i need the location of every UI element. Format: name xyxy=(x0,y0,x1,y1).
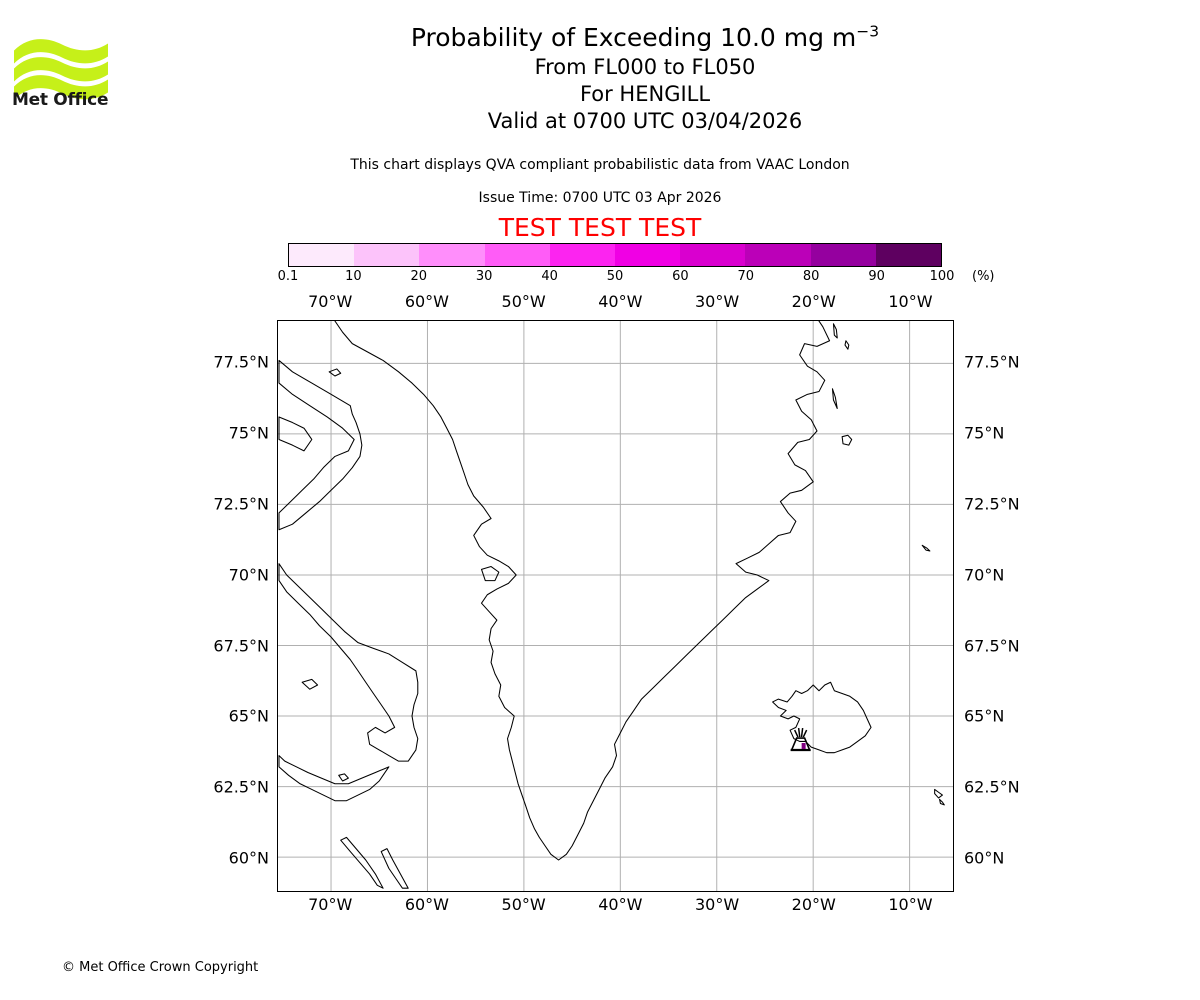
lat-label-right-72.5°N: 72.5°N xyxy=(964,494,1020,514)
chart-note: This chart displays QVA compliant probab… xyxy=(350,157,850,173)
volcano-plume-ray-0 xyxy=(793,729,799,738)
volcano-cone-icon xyxy=(790,737,811,751)
lon-label-top-60°W: 60°W xyxy=(404,292,449,311)
colorbar-tick-40: 40 xyxy=(541,269,558,284)
coastline-ellesmere xyxy=(278,359,363,531)
colorbar-tick-50: 50 xyxy=(606,269,624,284)
met-office-logo-text: Met Office xyxy=(12,90,109,110)
lat-label-right-77.5°N: 77.5°N xyxy=(964,352,1020,372)
colorbar-tick-90: 90 xyxy=(868,269,885,284)
lat-label-left-67.5°N: 67.5°N xyxy=(213,636,269,656)
colorbar-band-7 xyxy=(745,244,811,266)
colorbar-tick-60: 60 xyxy=(672,269,689,284)
volcano-plume-ray-1 xyxy=(797,727,801,738)
colorbar-tick-80: 80 xyxy=(802,269,820,284)
lon-label-top-10°W: 10°W xyxy=(888,292,933,311)
lat-label-right-62.5°N: 62.5°N xyxy=(964,777,1020,797)
lat-label-right-65°N: 65°N xyxy=(964,706,1005,726)
map-plot-area xyxy=(277,320,954,892)
valid-at-subtitle: Valid at 0700 UTC 03/04/2026 xyxy=(487,109,803,133)
coastline-faroe_2 xyxy=(939,798,945,806)
colorbar-tick-100: 100 xyxy=(929,269,955,284)
coastline-small_island_1 xyxy=(832,323,838,339)
colorbar-band-8 xyxy=(810,244,876,266)
coastline-devon xyxy=(278,416,313,452)
lon-label-top-70°W: 70°W xyxy=(308,292,353,311)
lat-label-right-60°N: 60°N xyxy=(964,848,1005,868)
colorbar-tick-10: 10 xyxy=(345,269,362,284)
lat-label-left-62.5°N: 62.5°N xyxy=(213,777,269,797)
lat-label-left-60°N: 60°N xyxy=(228,848,269,868)
lon-label-bottom-50°W: 50°W xyxy=(501,895,546,914)
lon-label-top-40°W: 40°W xyxy=(598,292,643,311)
lon-label-bottom-70°W: 70°W xyxy=(308,895,353,914)
colorbar-tick-30: 30 xyxy=(475,269,493,284)
lat-label-left-65°N: 65°N xyxy=(228,706,269,726)
colorbar-band-5 xyxy=(615,244,681,266)
coastline-canada_small_1 xyxy=(301,678,319,690)
title-block: Probability of Exceeding 10.0 mg m−3 Fro… xyxy=(130,22,1160,135)
met-office-logo xyxy=(14,39,108,100)
lon-label-top-50°W: 50°W xyxy=(501,292,546,311)
page-title-exponent: −3 xyxy=(856,22,880,41)
lat-label-right-70°N: 70°N xyxy=(964,565,1005,585)
copyright-footer: © Met Office Crown Copyright xyxy=(62,960,259,975)
issue-time: Issue Time: 0700 UTC 03 Apr 2026 xyxy=(478,190,722,206)
lat-label-left-77.5°N: 77.5°N xyxy=(213,352,269,372)
colorbar-band-3 xyxy=(484,244,550,266)
lon-label-bottom-30°W: 30°W xyxy=(694,895,740,914)
page-title: Probability of Exceeding 10.0 mg m−3 xyxy=(130,22,1160,54)
colorbar-ticks: 0.1 10 20 30 40 50 60 70 80 90 100 xyxy=(278,269,955,287)
coastline-disko xyxy=(480,566,500,582)
colorbar-band-1 xyxy=(354,244,420,266)
volcano-plume-ray-2 xyxy=(800,727,804,738)
flight-level-subtitle: From FL000 to FL050 xyxy=(534,55,756,79)
volcano-subtitle: For HENGILL xyxy=(579,82,711,106)
lat-label-left-75°N: 75°N xyxy=(228,423,269,443)
colorbar-tick-0.1: 0.1 xyxy=(277,269,299,284)
lat-label-left-72.5°N: 72.5°N xyxy=(213,494,269,514)
coastline-faroe_1 xyxy=(934,788,943,799)
coastline-small_island_3 xyxy=(831,388,838,410)
lat-label-right-75°N: 75°N xyxy=(964,423,1005,443)
lat-label-left-70°N: 70°N xyxy=(228,565,269,585)
coastline-baffin xyxy=(278,563,419,762)
lon-label-bottom-20°W: 20°W xyxy=(791,895,836,914)
colorbar-band-9 xyxy=(875,244,942,266)
coastline-baffin_south xyxy=(278,755,390,802)
colorbar-band-6 xyxy=(680,244,746,266)
lat-label-right-67.5°N: 67.5°N xyxy=(964,636,1020,656)
coastline-jan_mayen xyxy=(921,544,931,552)
coastline-island_north xyxy=(328,368,342,377)
coastline-ungava xyxy=(340,836,384,889)
map-canvas xyxy=(278,321,953,891)
colorbar-unit-label: (%) xyxy=(972,269,995,284)
lon-label-bottom-40°W: 40°W xyxy=(598,895,643,914)
lon-label-bottom-10°W: 10°W xyxy=(888,895,933,914)
coastline-small_island_4 xyxy=(841,434,853,446)
lon-label-top-20°W: 20°W xyxy=(791,292,836,311)
colorbar-tick-70: 70 xyxy=(737,269,755,284)
coastline-small_island_2 xyxy=(844,340,850,350)
map-coastlines-detail xyxy=(278,321,945,889)
colorbar-band-2 xyxy=(419,244,485,266)
test-banner: TEST TEST TEST xyxy=(498,213,702,242)
coastline-greenland xyxy=(334,321,831,861)
lon-label-bottom-60°W: 60°W xyxy=(404,895,449,914)
coastline-iceland xyxy=(772,681,872,754)
page-title-text: Probability of Exceeding 10.0 mg m xyxy=(410,23,857,52)
colorbar-tick-20: 20 xyxy=(410,269,428,284)
volcano-plume-ray-3 xyxy=(802,729,808,738)
colorbar xyxy=(288,243,942,267)
coastline-canada_small_2 xyxy=(338,773,349,782)
volcano-marker-hengill xyxy=(790,727,811,752)
lon-label-top-30°W: 30°W xyxy=(694,292,740,311)
colorbar-band-4 xyxy=(549,244,616,266)
map-gridlines xyxy=(278,321,953,891)
coastline-labrador_tip xyxy=(380,848,409,889)
volcano-source-cell xyxy=(801,743,806,749)
colorbar-band-0 xyxy=(289,244,355,266)
